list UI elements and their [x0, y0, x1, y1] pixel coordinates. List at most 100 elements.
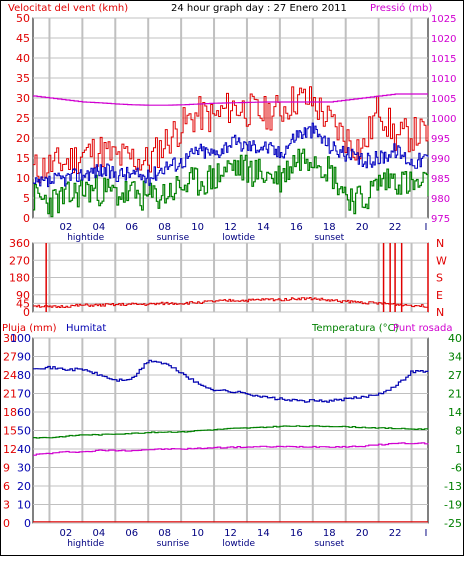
temperature-tick-label: 40	[448, 332, 462, 345]
temperature-tick-label: 27	[448, 369, 462, 382]
direction-tick-label: 0	[23, 306, 30, 319]
temperature-tick-label: -6	[451, 462, 462, 475]
direction-compass-label: S	[436, 272, 443, 285]
wind-tick-label: 15	[16, 152, 30, 165]
humidity-tick-label: 40	[17, 443, 31, 456]
wind-tick-label: 35	[16, 72, 30, 85]
humidity-tick-label: 20	[17, 480, 31, 493]
pressure-tick-label: 1005	[431, 94, 456, 105]
humidity-tick-label: 60	[17, 406, 31, 419]
rain-tick-label: 24	[3, 369, 17, 382]
climate-panel-x-tick: 14	[257, 528, 270, 539]
rain-tick-label: 15	[3, 425, 17, 438]
temperature-tick-label: 34	[448, 351, 462, 364]
wind-tick-label: 40	[16, 52, 30, 65]
rain-tick-label: 12	[3, 443, 17, 456]
wind-tick-label: 45	[16, 32, 30, 45]
climate-panel-event-label: sunrise	[157, 539, 190, 549]
wind-panel-x-tick: 06	[125, 222, 138, 233]
direction-tick-label: 270	[9, 254, 30, 267]
climate-panel-x-tick: I	[425, 528, 428, 539]
direction-tick-label: 360	[9, 237, 30, 250]
wind-panel-x-tick: 22	[389, 222, 402, 233]
humidity-tick-label: 10	[17, 499, 31, 512]
humidity-tick-label: 80	[17, 369, 31, 382]
pressure-tick-label: 995	[431, 134, 450, 145]
pressure-tick-label: 985	[431, 174, 450, 185]
climate-panel-x-tick: 16	[290, 528, 303, 539]
chart-title: 24 hour graph day : 27 Enero 2011	[171, 3, 347, 14]
wind-panel-event-label: sunrise	[157, 233, 190, 243]
climate-panel-x-tick: 02	[60, 528, 73, 539]
pressure-tick-label: 1020	[431, 34, 456, 45]
wind-panel-event-label: hightide	[67, 233, 104, 243]
wind-panel-x-tick: 16	[290, 222, 303, 233]
climate-panel-x-tick: 20	[356, 528, 369, 539]
pressure-tick-label: 980	[431, 194, 450, 205]
wind-tick-label: 0	[23, 212, 30, 225]
humidity-tick-label: 0	[24, 517, 31, 530]
temperature-tick-label: -25	[444, 517, 462, 530]
direction-tick-label: 90	[16, 289, 30, 302]
pressure-tick-label: 1000	[431, 114, 456, 125]
climate-panel-x-tick: 06	[125, 528, 138, 539]
wind-tick-label: 25	[16, 112, 30, 125]
gust-series	[33, 86, 429, 184]
rain-tick-label: 6	[3, 480, 10, 493]
wind-tick-label: 50	[16, 12, 30, 25]
pressure-tick-label: 1025	[431, 14, 456, 25]
rain-tick-label: 27	[3, 351, 17, 364]
direction-compass-label: W	[436, 254, 447, 267]
dewpoint-axis-title: Punt rosada	[393, 323, 452, 334]
direction-tick-label: 45	[16, 297, 30, 310]
wind-tick-label: 20	[16, 132, 30, 145]
direction-compass-label: N	[436, 237, 444, 250]
pressure-tick-label: 975	[431, 214, 450, 225]
humidity-tick-label: 30	[17, 462, 31, 475]
wind-panel-event-label: lowtide	[222, 233, 255, 243]
humidity-tick-label: 70	[17, 388, 31, 401]
temperature-tick-label: 8	[455, 425, 462, 438]
rain-tick-label: 30	[3, 332, 17, 345]
direction-tick-label: 180	[9, 272, 30, 285]
wind-panel-event-label: sunset	[314, 233, 344, 243]
wind-tick-label: 30	[16, 92, 30, 105]
humidity-tick-label: 90	[17, 351, 31, 364]
pressure-tick-label: 1015	[431, 54, 456, 65]
direction-series	[33, 297, 429, 308]
humidity-tick-label: 50	[17, 425, 31, 438]
wind-panel-x-tick: 02	[60, 222, 73, 233]
wind-panel-x-tick: 10	[191, 222, 204, 233]
pressure-axis-title: Pressió (mb)	[370, 2, 432, 14]
climate-panel-x-tick: 04	[92, 528, 105, 539]
climate-panel-x-tick: 08	[158, 528, 171, 539]
pressure-tick-label: 990	[431, 154, 450, 165]
temperature-tick-label: -19	[444, 499, 462, 512]
climate-panel-event-label: sunset	[314, 539, 344, 549]
rain-tick-label: 9	[3, 462, 10, 475]
humidity-series	[33, 359, 429, 403]
wind-panel-x-tick: 08	[158, 222, 171, 233]
dewpoint-series	[33, 442, 429, 456]
rain-tick-label: 21	[3, 388, 17, 401]
direction-compass-label: N	[436, 306, 444, 319]
rain-tick-label: 0	[3, 517, 10, 530]
climate-panel-x-tick: 22	[389, 528, 402, 539]
wind-panel-x-tick: 12	[224, 222, 237, 233]
temperature-tick-label: 1	[455, 443, 462, 456]
wind-panel-x-tick: 18	[323, 222, 336, 233]
temperature-axis-title: Temperatura (°C)	[311, 323, 399, 334]
climate-panel-x-tick: 10	[191, 528, 204, 539]
rain-axis-title: Pluja (mm)	[2, 323, 57, 334]
pressure-tick-label: 1010	[431, 74, 456, 85]
wind-panel-x-tick: 14	[257, 222, 270, 233]
wind-tick-label: 10	[16, 172, 30, 185]
climate-panel-x-tick: 12	[224, 528, 237, 539]
wind-axis-title: Velocitat del vent (kmh)	[8, 3, 128, 14]
wind-panel-x-tick: I	[425, 222, 428, 233]
rain-tick-label: 3	[3, 499, 10, 512]
temperature-series	[33, 425, 429, 439]
temperature-tick-label: 21	[448, 388, 462, 401]
